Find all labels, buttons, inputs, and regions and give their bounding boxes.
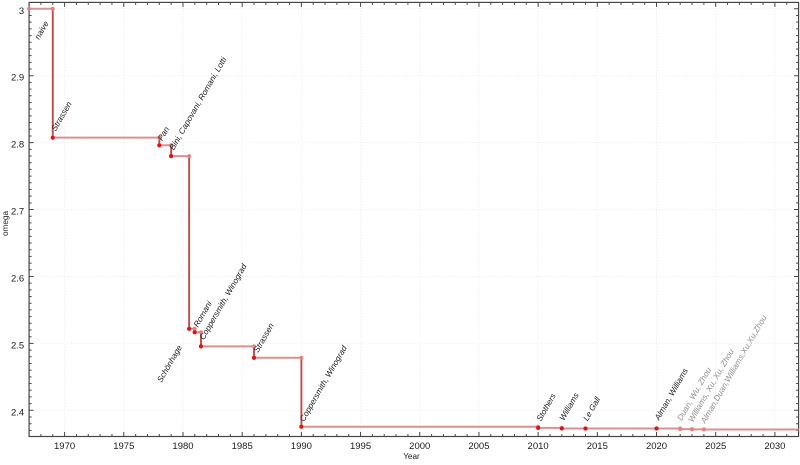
svg-text:2.5: 2.5 — [11, 340, 24, 351]
svg-text:1970: 1970 — [54, 441, 75, 452]
svg-text:3: 3 — [19, 6, 24, 17]
svg-text:2.9: 2.9 — [11, 73, 24, 84]
svg-text:1995: 1995 — [350, 441, 371, 452]
svg-text:1985: 1985 — [232, 441, 253, 452]
svg-text:2.8: 2.8 — [11, 140, 24, 151]
svg-text:Year: Year — [403, 452, 420, 460]
svg-text:2000: 2000 — [409, 441, 430, 452]
svg-text:2010: 2010 — [528, 441, 549, 452]
svg-text:2.7: 2.7 — [11, 207, 24, 218]
svg-text:2005: 2005 — [468, 441, 489, 452]
svg-text:2025: 2025 — [705, 441, 726, 452]
svg-text:2015: 2015 — [587, 441, 608, 452]
svg-text:1990: 1990 — [291, 441, 312, 452]
svg-text:2.6: 2.6 — [11, 273, 24, 284]
svg-text:2030: 2030 — [764, 441, 785, 452]
svg-text:1980: 1980 — [172, 441, 193, 452]
svg-text:2.4: 2.4 — [11, 407, 24, 418]
svg-text:1975: 1975 — [113, 441, 134, 452]
svg-text:2020: 2020 — [646, 441, 667, 452]
svg-text:omega: omega — [1, 211, 10, 236]
